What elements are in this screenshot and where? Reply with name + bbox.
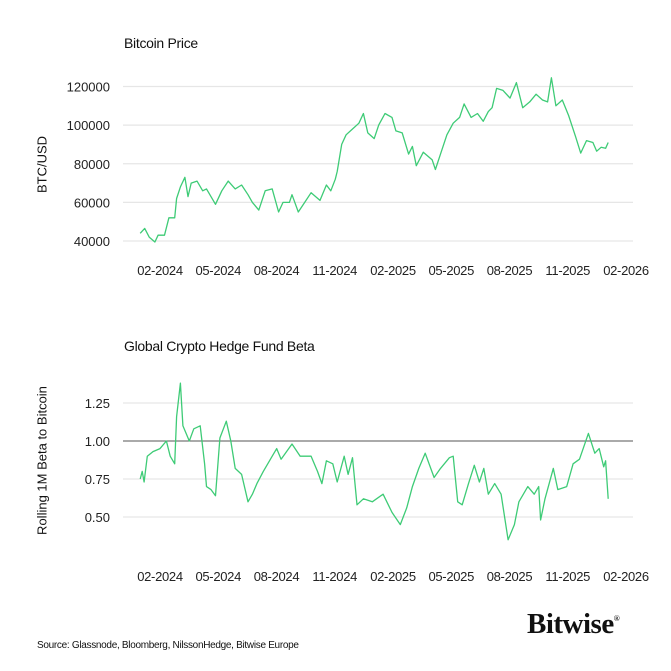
price-x-tick-label: 02-2026	[603, 263, 649, 278]
beta-series-line	[139, 382, 609, 541]
beta-x-tick-label: 11-2025	[545, 569, 590, 584]
price-y-tick-label: 40000	[74, 234, 110, 249]
beta-x-tick-label: 02-2024	[137, 569, 183, 584]
beta-x-tick-label: 08-2024	[254, 569, 300, 584]
beta-x-tick-label: 02-2026	[603, 569, 649, 584]
price-x-tick-label: 05-2025	[428, 263, 474, 278]
price-x-tick-label: 05-2024	[195, 263, 241, 278]
price-y-tick-label: 80000	[74, 157, 110, 172]
beta-y-tick-label: 1.25	[85, 396, 110, 411]
source-note: Source: Glassnode, Bloomberg, NilssonHed…	[37, 640, 299, 651]
price-chart-title: Bitcoin Price	[124, 35, 198, 51]
beta-y-tick-label: 1.00	[85, 434, 110, 449]
price-y-tick-label: 120000	[67, 80, 110, 95]
beta-x-tick-label: 05-2024	[195, 569, 241, 584]
beta-x-tick-label: 02-2025	[370, 569, 416, 584]
price-x-tick-label: 11-2025	[545, 263, 590, 278]
price-y-tick-label: 100000	[67, 118, 110, 133]
beta-x-tick-label: 11-2024	[312, 569, 357, 584]
beta-y-tick-label: 0.50	[85, 510, 110, 525]
price-x-tick-label: 02-2024	[137, 263, 183, 278]
registered-mark: ®	[613, 614, 620, 623]
price-x-tick-label: 02-2025	[370, 263, 416, 278]
beta-x-tick-label: 05-2025	[428, 569, 474, 584]
price-series-line	[139, 77, 609, 243]
beta-chart-title: Global Crypto Hedge Fund Beta	[124, 338, 315, 354]
price-y-tick-label: 60000	[74, 195, 110, 210]
price-x-tick-label: 11-2024	[312, 263, 357, 278]
beta-x-tick-label: 08-2025	[487, 569, 533, 584]
price-x-tick-label: 08-2024	[254, 263, 300, 278]
beta-y-tick-label: 0.75	[85, 472, 110, 487]
price-x-tick-label: 08-2025	[487, 263, 533, 278]
logo-text: Bitwise	[527, 608, 614, 640]
bitwise-logo: Bitwise®	[527, 608, 620, 641]
